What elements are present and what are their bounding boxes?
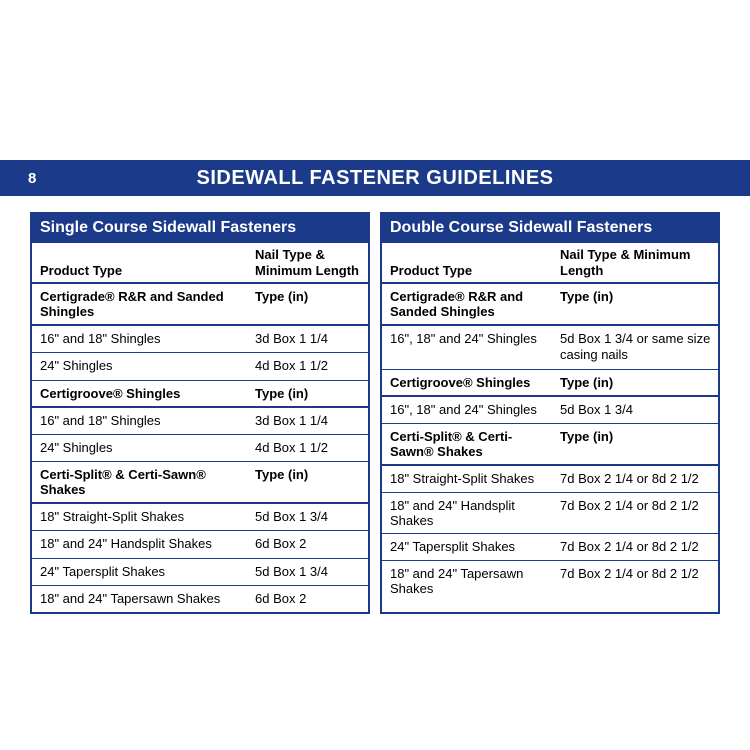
product-cell: 16" and 18" Shingles <box>32 408 253 434</box>
table-header-row: Product Type Nail Type & Minimum Length <box>32 243 368 284</box>
nail-cell: 5d Box 1 3/4 or same size casing nails <box>558 326 718 369</box>
section-col2: Type (in) <box>558 284 718 324</box>
section-col2: Type (in) <box>558 424 718 464</box>
table-section-row: Certi-Split® & Certi-Sawn® ShakesType (i… <box>382 424 718 466</box>
table-row: 18" Straight-Split Shakes7d Box 2 1/4 or… <box>382 466 718 493</box>
col1-header: Product Type <box>32 243 253 282</box>
product-cell: 24" Tapersplit Shakes <box>382 534 558 560</box>
nail-cell: 7d Box 2 1/4 or 8d 2 1/2 <box>558 534 718 560</box>
nail-cell: 5d Box 1 3/4 <box>253 559 368 585</box>
table-row: 16", 18" and 24" Shingles5d Box 1 3/4 or… <box>382 326 718 370</box>
double-course-table: Double Course Sidewall Fasteners Product… <box>380 212 720 614</box>
section-label: Certigroove® Shingles <box>32 381 253 406</box>
product-cell: 18" Straight-Split Shakes <box>382 466 558 492</box>
table-row: 24" Tapersplit Shakes7d Box 2 1/4 or 8d … <box>382 534 718 561</box>
table-row: 24" Shingles4d Box 1 1/2 <box>32 353 368 380</box>
nail-cell: 3d Box 1 1/4 <box>253 326 368 352</box>
table-title: Double Course Sidewall Fasteners <box>382 214 718 243</box>
section-col2: Type (in) <box>558 370 718 395</box>
section-col2: Type (in) <box>253 381 368 406</box>
nail-cell: 7d Box 2 1/4 or 8d 2 1/2 <box>558 561 718 601</box>
product-cell: 18" and 24" Handsplit Shakes <box>382 493 558 533</box>
table-section-row: Certigroove® ShinglesType (in) <box>32 381 368 408</box>
nail-cell: 5d Box 1 3/4 <box>558 397 718 423</box>
table-header-row: Product Type Nail Type & Minimum Length <box>382 243 718 284</box>
table-row: 18" Straight-Split Shakes5d Box 1 3/4 <box>32 504 368 531</box>
table-group: Certi-Split® & Certi-Sawn® ShakesType (i… <box>32 462 368 612</box>
table-group: Certigrade® R&R and Sanded ShinglesType … <box>32 284 368 381</box>
tables-container: Single Course Sidewall Fasteners Product… <box>30 212 720 614</box>
header-bar: 8 SIDEWALL FASTENER GUIDELINES <box>0 160 750 196</box>
product-cell: 16", 18" and 24" Shingles <box>382 326 558 369</box>
section-label: Certigroove® Shingles <box>382 370 558 395</box>
col2-header: Nail Type & Minimum Length <box>558 243 718 282</box>
nail-cell: 3d Box 1 1/4 <box>253 408 368 434</box>
section-col2: Type (in) <box>253 462 368 502</box>
nail-cell: 6d Box 2 <box>253 531 368 557</box>
product-cell: 16" and 18" Shingles <box>32 326 253 352</box>
page-number: 8 <box>28 170 78 187</box>
section-label: Certi-Split® & Certi-Sawn® Shakes <box>32 462 253 502</box>
nail-cell: 5d Box 1 3/4 <box>253 504 368 530</box>
table-body: Certigrade® R&R and Sanded ShinglesType … <box>32 284 368 612</box>
product-cell: 24" Shingles <box>32 353 253 379</box>
table-group: Certigroove® ShinglesType (in)16" and 18… <box>32 381 368 463</box>
table-row: 24" Tapersplit Shakes5d Box 1 3/4 <box>32 559 368 586</box>
table-section-row: Certigroove® ShinglesType (in) <box>382 370 718 397</box>
table-row: 24" Shingles4d Box 1 1/2 <box>32 435 368 462</box>
col2-header: Nail Type & Minimum Length <box>253 243 368 282</box>
col1-header: Product Type <box>382 243 558 282</box>
single-course-table: Single Course Sidewall Fasteners Product… <box>30 212 370 614</box>
page-title: SIDEWALL FASTENER GUIDELINES <box>78 167 672 190</box>
product-cell: 18" and 24" Tapersawn Shakes <box>382 561 558 601</box>
table-row: 16", 18" and 24" Shingles5d Box 1 3/4 <box>382 397 718 424</box>
table-row: 16" and 18" Shingles3d Box 1 1/4 <box>32 326 368 353</box>
nail-cell: 4d Box 1 1/2 <box>253 435 368 461</box>
section-label: Certigrade® R&R and Sanded Shingles <box>32 284 253 324</box>
table-section-row: Certigrade® R&R and Sanded ShinglesType … <box>32 284 368 326</box>
table-section-row: Certi-Split® & Certi-Sawn® ShakesType (i… <box>32 462 368 504</box>
table-row: 18" and 24" Handsplit Shakes7d Box 2 1/4… <box>382 493 718 534</box>
table-title: Single Course Sidewall Fasteners <box>32 214 368 243</box>
table-body: Certigrade® R&R and Sanded ShinglesType … <box>382 284 718 601</box>
table-row: 18" and 24" Tapersawn Shakes7d Box 2 1/4… <box>382 561 718 601</box>
table-group: Certi-Split® & Certi-Sawn® ShakesType (i… <box>382 424 718 602</box>
table-row: 16" and 18" Shingles3d Box 1 1/4 <box>32 408 368 435</box>
product-cell: 18" and 24" Tapersawn Shakes <box>32 586 253 612</box>
table-section-row: Certigrade® R&R and Sanded ShinglesType … <box>382 284 718 326</box>
table-group: Certigrade® R&R and Sanded ShinglesType … <box>382 284 718 370</box>
nail-cell: 6d Box 2 <box>253 586 368 612</box>
section-col2: Type (in) <box>253 284 368 324</box>
section-label: Certigrade® R&R and Sanded Shingles <box>382 284 558 324</box>
nail-cell: 7d Box 2 1/4 or 8d 2 1/2 <box>558 466 718 492</box>
product-cell: 16", 18" and 24" Shingles <box>382 397 558 423</box>
nail-cell: 4d Box 1 1/2 <box>253 353 368 379</box>
nail-cell: 7d Box 2 1/4 or 8d 2 1/2 <box>558 493 718 533</box>
table-row: 18" and 24" Handsplit Shakes6d Box 2 <box>32 531 368 558</box>
product-cell: 18" and 24" Handsplit Shakes <box>32 531 253 557</box>
product-cell: 24" Tapersplit Shakes <box>32 559 253 585</box>
section-label: Certi-Split® & Certi-Sawn® Shakes <box>382 424 558 464</box>
product-cell: 24" Shingles <box>32 435 253 461</box>
table-group: Certigroove® ShinglesType (in)16", 18" a… <box>382 370 718 424</box>
product-cell: 18" Straight-Split Shakes <box>32 504 253 530</box>
table-row: 18" and 24" Tapersawn Shakes6d Box 2 <box>32 586 368 612</box>
